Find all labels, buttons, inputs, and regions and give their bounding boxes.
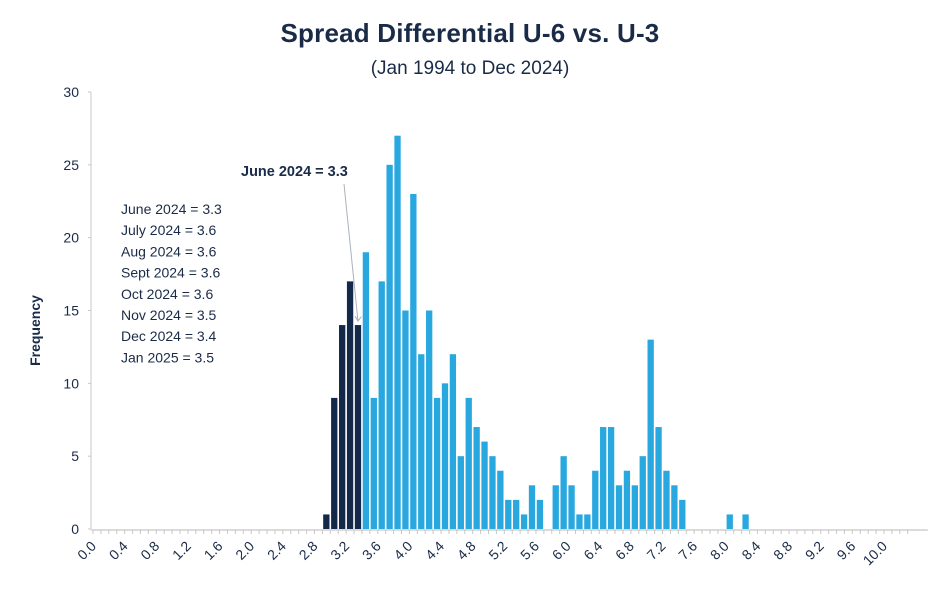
histogram-bar	[592, 470, 599, 529]
x-tick-label: 8.4	[738, 538, 763, 563]
x-tick-label: 1.6	[201, 538, 226, 563]
x-tick-label: 7.2	[644, 538, 669, 563]
y-tick-label: 5	[71, 448, 79, 464]
histogram-bar	[615, 485, 623, 529]
histogram-bar	[639, 456, 646, 529]
histogram-bar	[418, 354, 425, 529]
histogram-bar	[386, 164, 393, 530]
histogram-bar	[457, 456, 464, 529]
bars	[323, 135, 749, 530]
x-tick-label: 4.0	[390, 538, 415, 563]
histogram-bar	[323, 514, 330, 529]
x-tick-label: 6.8	[612, 538, 637, 563]
histogram-bar	[576, 514, 583, 529]
histogram-bar	[607, 427, 615, 529]
histogram-bar	[441, 383, 449, 529]
histogram-bar	[647, 339, 654, 529]
x-tick-label: 9.2	[802, 538, 827, 563]
x-tick-label: 10.0	[860, 538, 891, 569]
callout-label: June 2024 = 3.3	[241, 164, 348, 180]
x-tick-label: 2.0	[232, 538, 257, 563]
histogram-bar	[473, 427, 480, 529]
histogram-bar	[671, 485, 678, 529]
histogram-bar	[584, 514, 591, 529]
y-tick-label: 30	[63, 84, 79, 100]
histogram-bar	[354, 325, 362, 529]
histogram-bar	[655, 427, 662, 529]
histogram-bar	[528, 485, 536, 529]
histogram-bar	[560, 456, 567, 529]
x-tick-label: 0.8	[137, 538, 162, 563]
callout-arrow-line	[343, 183, 359, 322]
histogram-bar	[426, 310, 433, 529]
histogram-bar	[489, 456, 496, 529]
chart-subtitle: (Jan 1994 to Dec 2024)	[370, 58, 570, 79]
histogram-bar	[465, 397, 472, 529]
histogram-bar	[433, 397, 441, 529]
x-tick-label: 1.2	[169, 538, 194, 563]
y-tick-label: 20	[63, 230, 79, 246]
annotation-line: July 2024 = 3.6	[121, 222, 217, 238]
chart-title: Spread Differential U-6 vs. U-3	[280, 18, 660, 48]
histogram-bar	[631, 485, 638, 529]
histogram-bar	[449, 354, 457, 529]
x-tick-label: 2.4	[264, 538, 289, 563]
histogram-bar	[481, 441, 488, 529]
histogram-bar	[410, 193, 417, 529]
annotation-line: Aug 2024 = 3.6	[121, 243, 217, 259]
x-tick-label: 0.4	[106, 538, 131, 563]
annotation-line: Nov 2024 = 3.5	[121, 307, 217, 323]
x-tick-label: 8.8	[770, 538, 795, 563]
x-tick-label: 3.6	[359, 538, 384, 563]
histogram-bar	[370, 397, 377, 529]
x-tick-label: 4.8	[454, 538, 479, 563]
histogram-bar	[362, 252, 370, 529]
histogram-bar	[339, 325, 346, 529]
y-axis-title: Frequency	[27, 295, 43, 366]
x-tick-label: 3.2	[327, 538, 352, 563]
y-tick-label: 10	[63, 375, 79, 391]
histogram-bar	[726, 514, 733, 529]
histogram-bar	[378, 281, 385, 529]
annotation-line: June 2024 = 3.3	[121, 201, 222, 217]
x-tick-label: 0.0	[74, 538, 99, 563]
y-tick-label: 25	[63, 157, 79, 173]
x-tick-label: 2.8	[296, 538, 321, 563]
histogram-bar	[505, 499, 512, 529]
annotation-line: Sept 2024 = 3.6	[121, 265, 220, 281]
histogram-bar	[663, 470, 670, 529]
histogram-bar	[394, 135, 401, 529]
histogram-bar	[568, 485, 575, 529]
annotation-line: Dec 2024 = 3.4	[121, 328, 217, 344]
histogram-bar	[346, 281, 354, 529]
histogram-bar	[520, 514, 528, 529]
x-tick-label: 6.4	[580, 538, 605, 563]
histogram-bar	[679, 499, 686, 529]
x-tick-label: 4.4	[422, 538, 447, 563]
histogram-bar	[513, 499, 520, 529]
histogram-bar	[742, 514, 749, 529]
histogram-bar	[552, 485, 559, 529]
annotations: June 2024 = 3.3 July 2024 = 3.6 Aug 2024 =…	[121, 164, 362, 365]
x-tick-label: 7.6	[675, 538, 700, 563]
y-tick-label: 15	[63, 303, 79, 319]
histogram-bar	[623, 470, 631, 529]
histogram-bar	[497, 470, 504, 529]
callout-arrowhead-icon	[354, 315, 362, 322]
histogram-bar	[331, 397, 338, 529]
x-tick-label: 5.2	[485, 538, 510, 563]
annotation-line: Oct 2024 = 3.6	[121, 286, 213, 302]
histogram-bar	[600, 427, 607, 529]
x-tick-label: 5.6	[517, 538, 542, 563]
annotation-line: Jan 2025 = 3.5	[121, 349, 214, 365]
histogram-bar	[536, 499, 544, 529]
y-tick-label: 0	[71, 521, 79, 537]
x-tick-label: 8.0	[707, 538, 732, 563]
histogram-bar	[402, 310, 409, 529]
x-tick-label: 9.6	[833, 538, 858, 563]
x-tick-label: 6.0	[549, 538, 574, 563]
